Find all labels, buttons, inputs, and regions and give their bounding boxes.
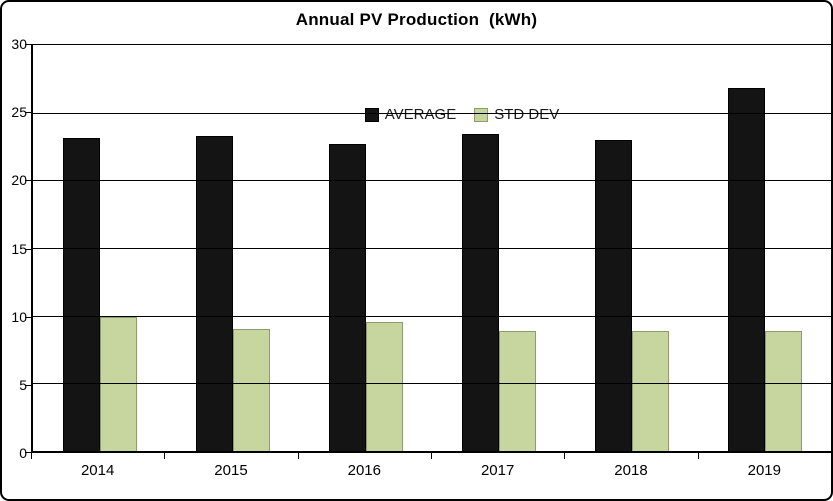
legend-item-std-dev: STD DEV bbox=[474, 106, 559, 123]
bar-std-dev-2018 bbox=[631, 330, 669, 451]
bar-average-2018 bbox=[594, 139, 632, 451]
x-axis-label-2015: 2015 bbox=[214, 462, 248, 479]
legend-label-average: AVERAGE bbox=[384, 106, 457, 123]
legend-label-std-dev: STD DEV bbox=[494, 106, 560, 123]
gridline-y-10 bbox=[33, 315, 831, 317]
legend-item-average: AVERAGE bbox=[364, 106, 457, 123]
bar-group-2018 bbox=[565, 45, 698, 451]
y-axis-label-30: 30 bbox=[11, 36, 27, 52]
x-axis-label-2018: 2018 bbox=[614, 462, 648, 479]
bar-average-2019 bbox=[727, 88, 765, 451]
y-axis-label-25: 25 bbox=[11, 104, 27, 121]
y-axis-tick bbox=[25, 248, 31, 250]
bar-group-2017 bbox=[432, 45, 565, 451]
bar-std-dev-2019 bbox=[764, 330, 802, 451]
y-axis-tick bbox=[25, 112, 31, 114]
bar-group-2019 bbox=[698, 45, 831, 451]
std-dev-swatch-icon bbox=[474, 107, 489, 122]
y-axis-label-20: 20 bbox=[11, 172, 27, 189]
gridline-y-20 bbox=[33, 180, 831, 182]
x-axis-tick bbox=[31, 453, 32, 459]
y-axis-label-5: 5 bbox=[19, 376, 27, 393]
bar-std-dev-2017 bbox=[498, 330, 536, 451]
x-axis-tick bbox=[431, 453, 432, 459]
y-axis-tick bbox=[25, 180, 31, 182]
chart-title: Annual PV Production (kWh) bbox=[295, 10, 538, 29]
bar-average-2016 bbox=[328, 143, 366, 451]
y-axis-label-0: 0 bbox=[19, 445, 27, 461]
bar-group-2015 bbox=[166, 45, 299, 451]
x-axis-label-2017: 2017 bbox=[480, 462, 515, 479]
bars-container bbox=[33, 45, 831, 451]
legend: AVERAGE STD DEV bbox=[62, 106, 831, 123]
y-axis-label-15: 15 bbox=[11, 240, 27, 257]
y-axis-tick bbox=[25, 44, 31, 45]
bar-group-2016 bbox=[299, 45, 432, 451]
bar-average-2017 bbox=[461, 134, 499, 451]
bar-average-2014 bbox=[62, 138, 100, 451]
x-axis-tick bbox=[298, 453, 299, 459]
y-axis-tick bbox=[25, 384, 31, 386]
bar-std-dev-2016 bbox=[365, 322, 403, 451]
x-axis-label-2016: 2016 bbox=[347, 462, 381, 479]
x-axis-label-2019: 2019 bbox=[747, 462, 781, 479]
bar-average-2015 bbox=[195, 135, 233, 451]
x-axis-label-2014: 2014 bbox=[80, 462, 115, 479]
x-axis-tick bbox=[564, 453, 565, 459]
gridline-y-15 bbox=[33, 248, 831, 249]
x-axis-tick bbox=[164, 453, 165, 459]
average-swatch-icon bbox=[364, 107, 379, 122]
y-axis-label-10: 10 bbox=[11, 308, 27, 325]
x-axis-tick bbox=[698, 453, 699, 459]
gridline-y-5 bbox=[33, 383, 831, 385]
y-axis-tick bbox=[25, 452, 31, 453]
plot-area: AVERAGE STD DEV bbox=[31, 44, 831, 453]
gridline-y-25 bbox=[33, 112, 831, 114]
x-axis-tick bbox=[831, 453, 832, 459]
bar-std-dev-2015 bbox=[232, 329, 270, 451]
y-axis-tick bbox=[25, 316, 31, 318]
